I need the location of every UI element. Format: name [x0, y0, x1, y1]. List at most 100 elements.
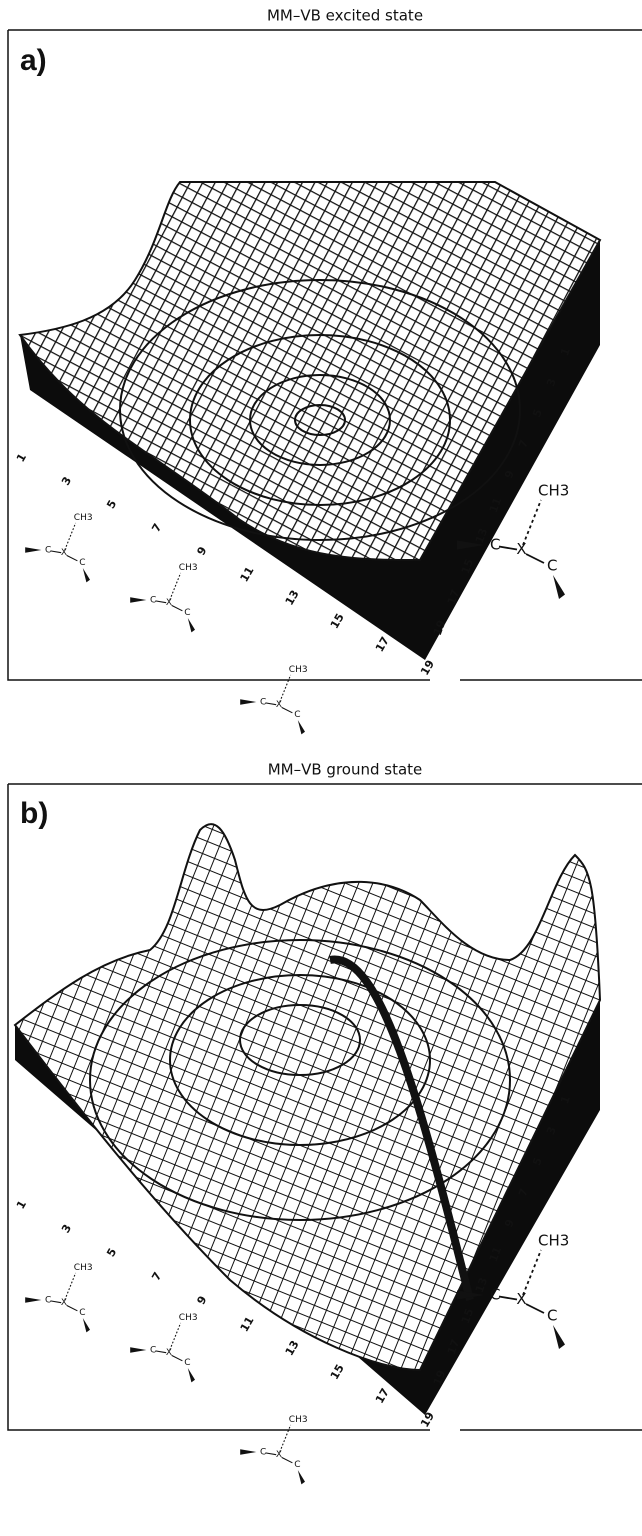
atom-label: CH3 — [74, 1263, 93, 1273]
front-tick-label: 3 — [59, 1222, 74, 1235]
panel-title: MM–VB excited state — [267, 7, 423, 25]
bond — [265, 1453, 276, 1455]
atom-label: X — [61, 548, 67, 558]
front-tick-label: 15 — [328, 611, 347, 631]
bond — [526, 1304, 544, 1313]
atom-label: C — [150, 1346, 156, 1356]
atom-label: X — [61, 1298, 67, 1308]
bond — [523, 1250, 541, 1295]
bond — [50, 551, 61, 553]
front-tick-label: 1 — [14, 451, 29, 464]
bond — [65, 1273, 76, 1300]
atom-label: C — [294, 1460, 300, 1470]
front-tick-label: 15 — [328, 1362, 347, 1382]
front-tick-label: 19 — [418, 658, 437, 678]
atom-label: CH3 — [179, 563, 198, 573]
atom-label: X — [276, 1450, 282, 1460]
atom-label: C — [150, 596, 156, 606]
wedge — [553, 1325, 565, 1349]
bond — [67, 555, 78, 560]
page: MM–VB excited state a) MM–VB ground stat… — [0, 0, 642, 1536]
atom-label: C — [490, 1286, 500, 1304]
bond — [172, 1355, 183, 1360]
wedge — [130, 1347, 146, 1352]
atom-label: CH3 — [289, 665, 308, 675]
atom-label: X — [166, 1348, 172, 1358]
figure: MM–VB excited state a) MM–VB ground stat… — [0, 0, 642, 1532]
wedge — [25, 547, 41, 552]
panel-title: MM–VB ground state — [268, 761, 423, 779]
atom-label: CH3 — [538, 482, 569, 500]
wedge — [188, 618, 195, 632]
front-tick-label: 3 — [59, 475, 74, 488]
wedge — [298, 720, 305, 734]
front-tick-label: 13 — [283, 1338, 302, 1358]
atom-label: C — [294, 710, 300, 720]
front-tick-label: 7 — [149, 521, 164, 534]
wedge — [83, 1318, 90, 1332]
atom-label: CH3 — [74, 513, 93, 523]
bond — [67, 1305, 78, 1310]
bond — [170, 573, 181, 600]
wedge — [298, 1470, 305, 1484]
atom-label: C — [45, 546, 51, 556]
atom-label: C — [260, 698, 266, 708]
surface-top — [15, 824, 600, 1370]
bond — [172, 605, 183, 610]
bond — [282, 1457, 293, 1462]
bond — [155, 601, 166, 603]
front-tick-label: 19 — [418, 1410, 437, 1430]
atom-label: C — [260, 1448, 266, 1458]
atom-label: C — [547, 557, 557, 575]
atom-label: CH3 — [289, 1415, 308, 1425]
front-tick-label: 17 — [373, 1386, 392, 1406]
atom-label: C — [184, 1358, 190, 1368]
bond — [155, 1351, 166, 1353]
bond — [280, 1425, 291, 1452]
front-tick-label: 7 — [149, 1270, 164, 1283]
wedge — [553, 575, 565, 599]
atom-label: C — [45, 1296, 51, 1306]
molecule: CXCCH3 — [130, 1313, 197, 1382]
atom-label: C — [547, 1307, 557, 1325]
front-tick-label: 17 — [373, 635, 392, 655]
atom-label: C — [79, 1308, 85, 1318]
atom-label: X — [166, 598, 172, 608]
front-tick-label: 5 — [104, 1246, 119, 1259]
bond — [282, 707, 293, 712]
bond — [499, 547, 517, 550]
atom-label: X — [516, 1290, 526, 1308]
atom-label: X — [516, 540, 526, 558]
bond — [265, 703, 276, 705]
front-tick-label: 5 — [104, 498, 119, 511]
panel-label: b) — [20, 797, 48, 830]
bond — [50, 1301, 61, 1303]
front-tick-label: 13 — [283, 588, 302, 608]
wedge — [25, 1297, 41, 1302]
atom-label: CH3 — [179, 1313, 198, 1323]
atom-label: CH3 — [538, 1232, 569, 1250]
bond — [280, 675, 291, 702]
front-tick-label: 11 — [238, 1314, 257, 1334]
wedge — [240, 699, 256, 704]
atom-label: X — [276, 700, 282, 710]
bond — [523, 500, 541, 545]
front-tick-label: 9 — [194, 1294, 209, 1307]
bond — [499, 1297, 517, 1300]
atom-label: C — [79, 558, 85, 568]
bond — [170, 1323, 181, 1350]
front-tick-label: 1 — [14, 1198, 29, 1211]
bond — [526, 554, 544, 563]
panel-label: a) — [20, 44, 47, 77]
wedge — [188, 1368, 195, 1382]
front-tick-label: 9 — [194, 545, 209, 558]
atom-label: C — [490, 536, 500, 554]
wedge — [130, 597, 146, 602]
bond — [65, 523, 76, 550]
atom-label: C — [184, 608, 190, 618]
wedge — [240, 1449, 256, 1454]
